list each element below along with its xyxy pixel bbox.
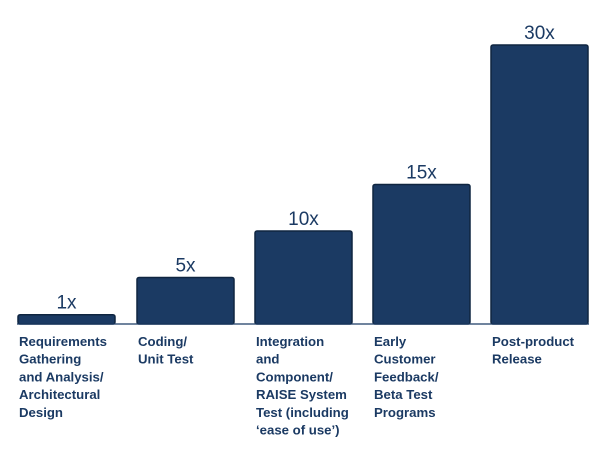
category-label: Requirements Gathering and Analysis/Archit… <box>19 334 107 420</box>
category-label-line: RAISE System <box>256 387 347 402</box>
bar <box>372 183 471 325</box>
category-label-line: Programs <box>374 405 436 420</box>
category-label-line: Gathering <box>19 352 81 367</box>
category-label-line: Test (including <box>256 405 349 420</box>
category-label: Coding/Unit Test <box>138 334 194 367</box>
category-label-line: ‘ease of use’) <box>256 423 340 438</box>
category-label-line: Customer <box>374 352 436 367</box>
bar-value-label: 10x <box>288 209 319 230</box>
category-label-line: Requirements <box>19 334 107 349</box>
category-label-line: Unit Test <box>138 352 194 367</box>
category-label-line: and Analysis/ <box>19 369 104 384</box>
bar-value-label: 1x <box>56 293 77 314</box>
category-label: Post-product Release <box>492 334 575 367</box>
category-label-line: Component/ <box>256 369 333 384</box>
bar <box>490 44 589 325</box>
category-label: Integration and Component/RAISE System Test… <box>256 334 349 438</box>
category-label-line: Design <box>19 405 63 420</box>
category-label-line: Feedback/ <box>374 369 439 384</box>
category-label-line: and <box>256 352 279 367</box>
bar <box>136 276 235 325</box>
category-label-line: Post-product <box>492 334 575 349</box>
bar-value-label: 15x <box>406 163 437 184</box>
bar <box>254 230 353 325</box>
category-label-line: Integration <box>256 334 324 349</box>
category-labels-group: Requirements Gathering and Analysis/Archit… <box>19 334 575 438</box>
value-labels-group: 1x 5x 10x 15x 30x <box>56 23 555 314</box>
category-label-line: Early <box>374 334 407 349</box>
category-label: Early Customer Feedback/Beta Test Programs <box>374 334 439 420</box>
bar-value-label: 30x <box>524 23 555 44</box>
bar <box>17 313 116 325</box>
bar-value-label: 5x <box>175 256 196 277</box>
bars-group <box>17 44 589 325</box>
category-label-line: Architectural <box>19 387 100 402</box>
category-label-line: Release <box>492 352 542 367</box>
category-label-line: Beta Test <box>374 387 433 402</box>
category-label-line: Coding/ <box>138 334 187 349</box>
